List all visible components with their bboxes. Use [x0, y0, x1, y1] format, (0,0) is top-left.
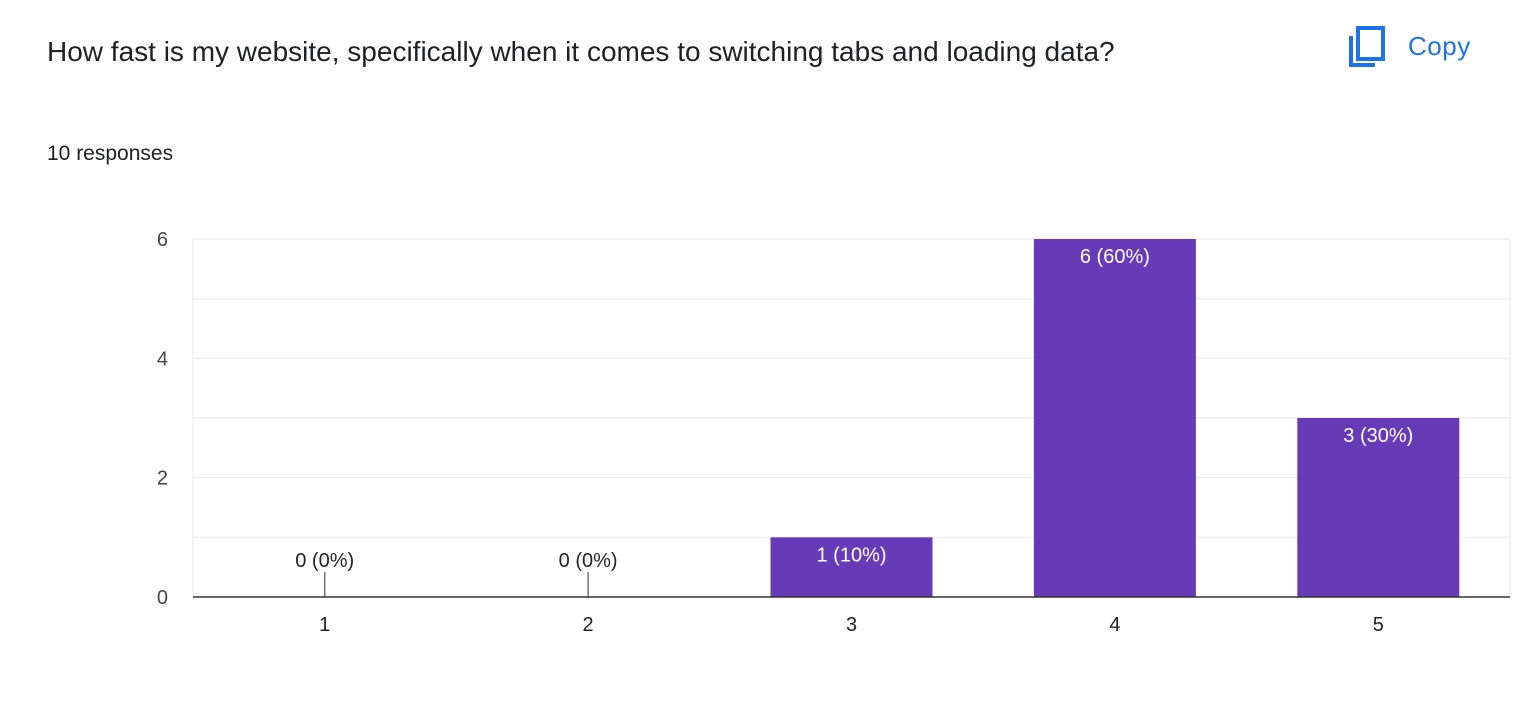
bar-data-label: 1 (10%)	[816, 544, 886, 566]
bar-data-label: 3 (30%)	[1343, 425, 1413, 447]
chart-gridlines	[192, 238, 1511, 597]
question-title: How fast is my website, specifically whe…	[47, 36, 1115, 67]
bar-data-label: 0 (0%)	[559, 550, 618, 572]
x-axis-ticks: 1 2 3 4 5	[319, 614, 1384, 636]
y-tick-label: 6	[157, 229, 168, 251]
y-axis-ticks: 0 2 4 6	[157, 229, 168, 609]
y-tick-label: 0	[157, 587, 168, 609]
bar	[1297, 418, 1460, 597]
bar-data-labels: 0 (0%) 0 (0%) 1 (10%) 6 (60%) 3 (30%)	[295, 246, 1413, 572]
x-tick-label: 2	[583, 614, 594, 636]
chart-bars	[324, 239, 1460, 597]
y-tick-label: 2	[157, 468, 168, 490]
bar	[1033, 239, 1196, 597]
bar	[770, 537, 933, 597]
responses-count: 10 responses	[47, 142, 174, 165]
x-tick-label: 4	[1109, 614, 1120, 636]
bar-data-label: 6 (60%)	[1080, 246, 1150, 268]
x-tick-label: 1	[319, 614, 330, 636]
copy-button-label: Copy	[1408, 30, 1471, 61]
x-tick-label: 3	[846, 614, 857, 636]
y-tick-label: 4	[157, 348, 168, 370]
copy-button[interactable]: Copy	[1346, 24, 1471, 68]
copy-icon	[1349, 26, 1385, 67]
bar-data-label: 0 (0%)	[295, 550, 354, 572]
x-tick-label: 5	[1373, 614, 1384, 636]
